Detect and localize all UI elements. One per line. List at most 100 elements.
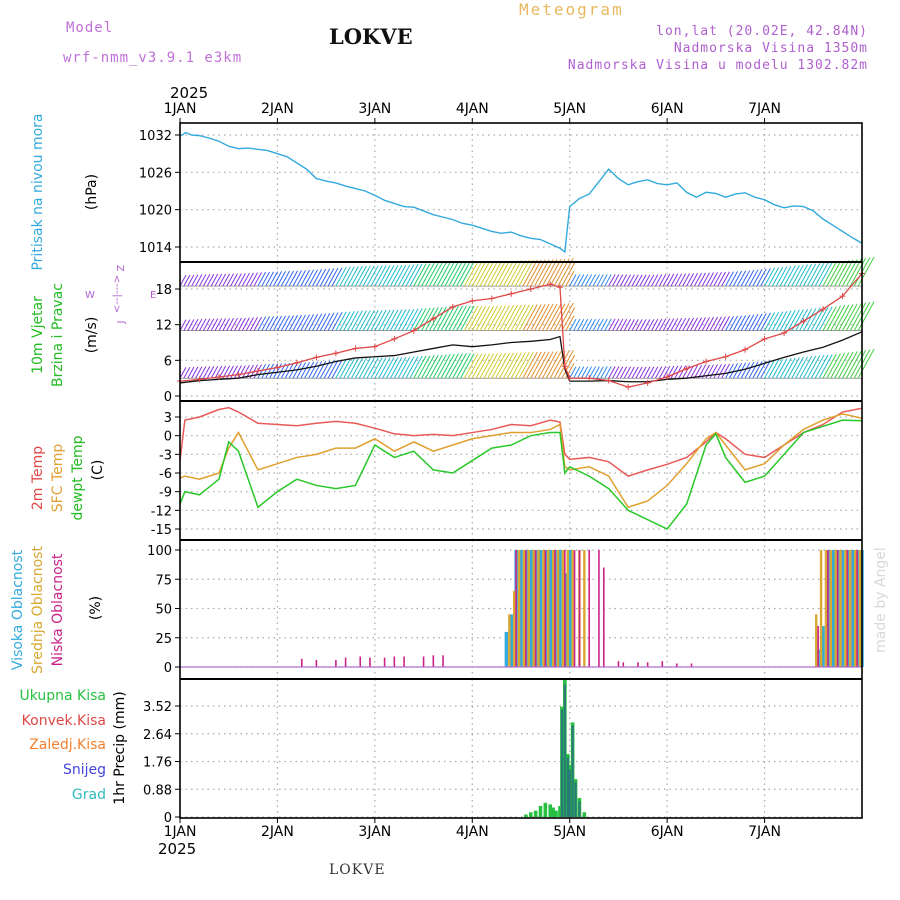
time-label-bottom: 3JAN xyxy=(358,824,391,840)
wind-barb xyxy=(238,365,246,379)
wind-barb xyxy=(327,312,339,331)
wind-barb xyxy=(358,310,371,331)
wind-barb xyxy=(612,318,620,331)
high-cloud-bar xyxy=(831,550,835,667)
wind-barb xyxy=(460,305,475,331)
wind-barb xyxy=(440,353,455,379)
wind-gust-marker xyxy=(820,306,827,313)
precip-legend-label: Grad xyxy=(72,787,106,803)
wind-barb xyxy=(495,260,510,287)
wind-barb xyxy=(775,266,788,287)
wind-barb xyxy=(409,308,423,331)
wind-barb xyxy=(331,267,343,287)
wind-barb xyxy=(347,358,359,379)
wind-barb xyxy=(834,260,850,287)
precip-bar xyxy=(551,807,555,817)
wind-barb xyxy=(538,303,554,331)
wind-barb xyxy=(304,269,315,287)
wind-barb xyxy=(296,314,306,331)
wind-barb xyxy=(230,317,238,331)
mid-cloud-bar xyxy=(839,550,842,667)
wind-barb xyxy=(830,352,846,379)
mid-cloud-bar xyxy=(517,550,521,667)
wind-barb xyxy=(764,267,775,287)
wind-barb xyxy=(378,309,391,331)
wind-barb xyxy=(226,318,234,331)
low-cloud-label: Niska Oblacnost xyxy=(50,553,66,666)
wind-barb xyxy=(288,315,298,331)
wind-barb xyxy=(510,304,526,331)
wind-barb xyxy=(347,310,359,331)
y-tick-label: 0 xyxy=(164,390,172,405)
mid-cloud-bar xyxy=(849,550,852,667)
wind-barb xyxy=(596,274,604,287)
wind-barb xyxy=(354,310,367,331)
wind-barb xyxy=(261,363,271,379)
wind-barb xyxy=(249,316,258,331)
low-cloud-bar xyxy=(836,550,839,667)
wind-barb xyxy=(495,305,510,331)
wind-barb xyxy=(452,260,467,287)
wind-barb xyxy=(191,319,199,331)
wind-barb xyxy=(499,305,514,331)
temp-sfc-line xyxy=(179,413,863,509)
wind-barb xyxy=(686,317,694,331)
wind-side-label-2: Brzina i Pravac xyxy=(50,283,66,387)
wind-barb xyxy=(405,264,419,287)
wind-barb xyxy=(775,358,788,379)
wind-barb xyxy=(530,259,546,287)
low-cloud-bar xyxy=(544,550,547,667)
mid-cloud-bar xyxy=(815,614,818,667)
wind-barb xyxy=(783,310,796,331)
wind-barb xyxy=(296,362,306,379)
wind-barb xyxy=(717,363,726,379)
wind-barb xyxy=(849,302,867,331)
high-cloud-bar xyxy=(538,550,543,667)
wind-barb xyxy=(842,259,858,287)
wind-barb xyxy=(580,274,589,287)
low-cloud-bar xyxy=(646,662,649,667)
wind-barb xyxy=(308,313,319,331)
low-cloud-bar xyxy=(525,550,527,667)
wind-barb xyxy=(230,365,238,379)
dir-key-z: Z xyxy=(116,264,127,271)
wind-barb xyxy=(374,309,387,331)
high-cloud-bar xyxy=(840,550,845,667)
wind-barb xyxy=(530,304,546,331)
mid-cloud-bar xyxy=(844,550,847,667)
wind-barb xyxy=(658,318,667,331)
wind-barb xyxy=(210,273,219,287)
wind-barb xyxy=(464,261,479,287)
wind-barb xyxy=(779,310,792,331)
wind-barb xyxy=(436,306,451,331)
wind-barb xyxy=(545,351,562,379)
wind-barb xyxy=(362,357,375,379)
wind-barb xyxy=(580,366,589,379)
wind-barb xyxy=(690,365,698,379)
wind-barb xyxy=(803,308,817,331)
wind-barb xyxy=(202,366,211,379)
wind-barb xyxy=(284,315,294,331)
wind-barb xyxy=(658,366,667,379)
high-cloud-label: Visoka Oblacnost xyxy=(10,549,26,670)
wind-barb xyxy=(662,273,671,287)
wind-barb xyxy=(580,318,589,331)
wind-barb xyxy=(296,270,306,287)
wind-barb xyxy=(187,319,195,331)
time-label-bottom: 2JAN xyxy=(261,824,294,840)
wind-barb xyxy=(273,271,283,287)
wind-barb xyxy=(807,355,821,379)
wind-barb xyxy=(612,274,620,287)
wind-barb xyxy=(834,352,850,379)
wind-barb xyxy=(218,365,227,379)
wind-barb xyxy=(460,353,475,379)
wind-barb xyxy=(670,365,679,379)
wind-barb xyxy=(526,304,542,331)
wind-barb xyxy=(312,269,323,287)
wind-barb xyxy=(619,366,628,379)
wind-barb xyxy=(199,318,207,331)
wind-barb xyxy=(771,311,784,331)
wind-barb xyxy=(335,311,347,331)
precip-bar xyxy=(533,810,538,817)
wind-barb xyxy=(183,274,191,287)
